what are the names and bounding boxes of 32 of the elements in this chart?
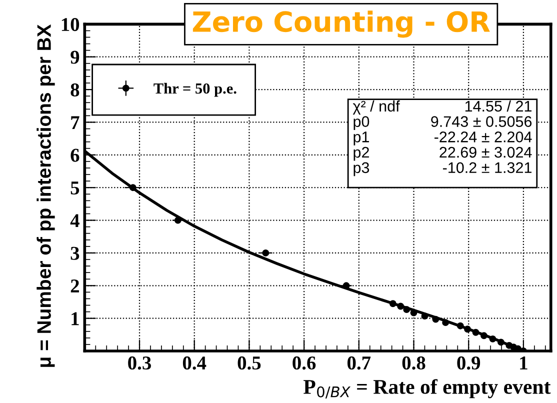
y-tick-label: 7 xyxy=(71,116,80,129)
annotation: 22.69 ± 3.024 xyxy=(440,146,532,158)
x-axis-title: P$_{0/BX}$ = Rate of empty event xyxy=(304,379,551,399)
annotation: -10.2 ± 1.321 xyxy=(442,162,532,174)
y-axis-title: μ = Number of pp interactions per BX xyxy=(36,24,55,367)
annotation: p1 xyxy=(354,132,369,146)
y-tick-label: 4 xyxy=(70,214,80,228)
annotation: 14.55 / 21 xyxy=(465,100,532,112)
x-tick-label: 0.6 xyxy=(292,356,316,370)
y-tick-label: 10 xyxy=(62,18,80,32)
annotation: p0 xyxy=(354,116,370,130)
annotation: p3 xyxy=(354,162,370,176)
legend-label: Thr = 50 p.e. xyxy=(154,82,236,97)
x-tick-label: 0.5 xyxy=(238,356,261,370)
y-tick-label: 8 xyxy=(70,83,80,96)
annotation: -22.24 ± 2.204 xyxy=(434,132,532,142)
annotation: p2 xyxy=(354,146,369,161)
x-tick-label: 0.4 xyxy=(182,356,206,370)
y-tick-label: 2 xyxy=(70,280,79,292)
y-tick-label: 5 xyxy=(70,182,80,195)
chart-title: Zero Counting - OR xyxy=(192,10,490,38)
annotation: χ² / ndf xyxy=(352,100,400,115)
x-tick-label: 0.7 xyxy=(347,356,371,370)
y-tick-label: 3 xyxy=(70,246,80,260)
annotation: 9.743 ± 0.5056 xyxy=(431,116,532,127)
x-tick-label: 1 xyxy=(520,356,528,370)
y-tick-label: 1 xyxy=(72,312,79,326)
x-tick-label: 0.8 xyxy=(402,356,426,370)
y-tick-label: 9 xyxy=(70,50,80,64)
x-tick-label: 0.3 xyxy=(128,356,151,370)
y-tick-label: 6 xyxy=(70,148,80,162)
x-tick-label: 0.9 xyxy=(457,356,480,370)
